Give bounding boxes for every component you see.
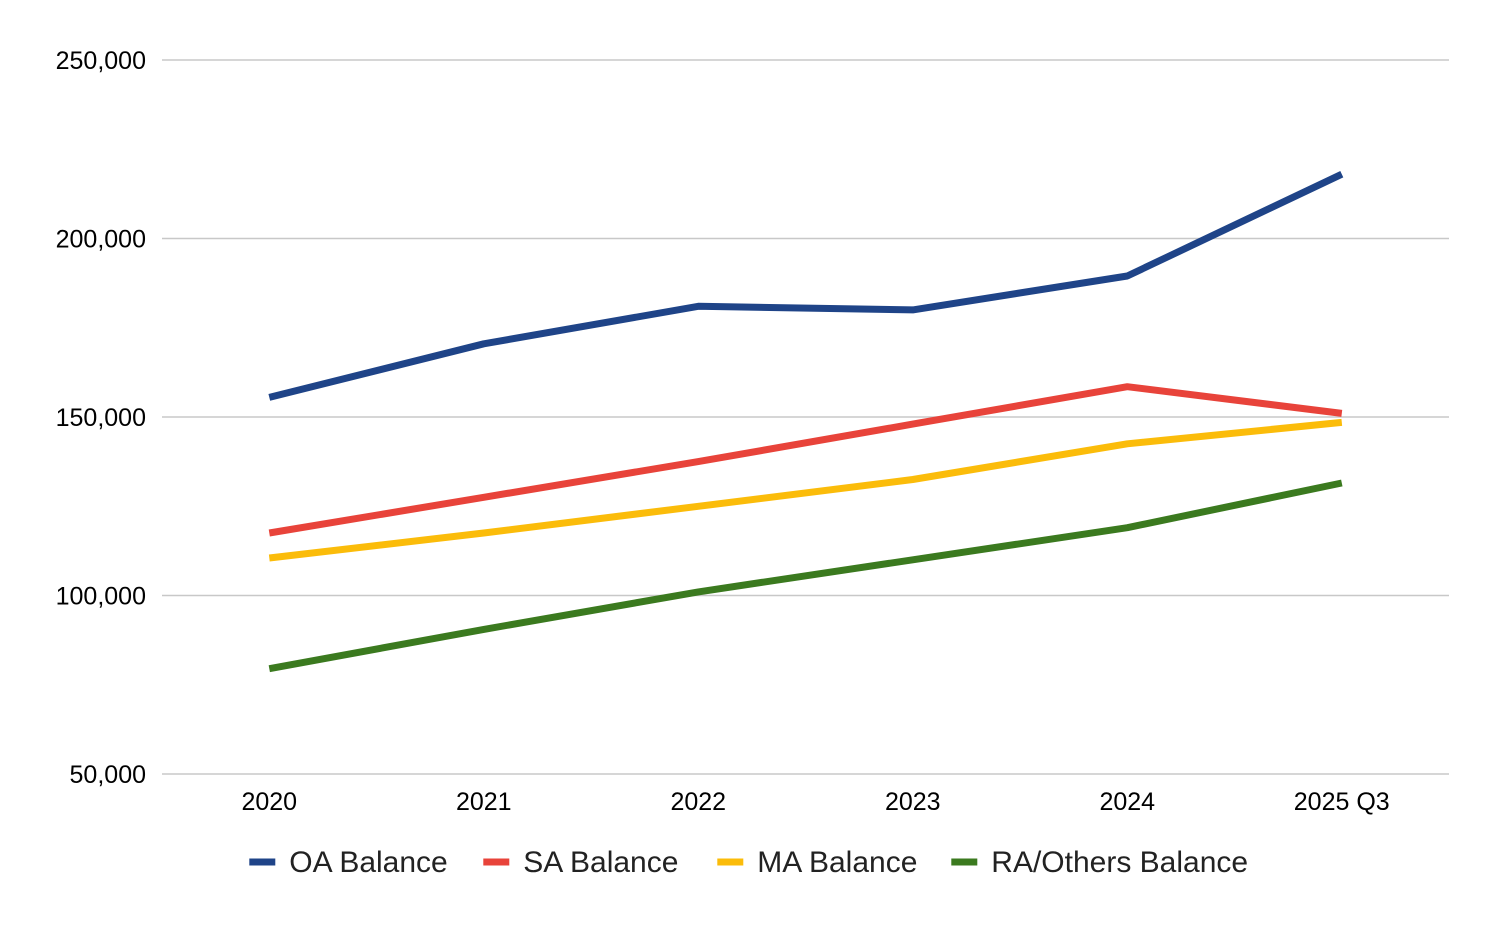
series-line-ra-others-balance — [268, 479, 1343, 673]
y-tick-label: 150,000 — [56, 404, 146, 432]
legend: OA Balance SA Balance MA Balance RA/Others … — [249, 846, 1248, 879]
y-tick-label: 100,000 — [56, 583, 146, 611]
gridlines — [162, 59, 1449, 775]
legend-label-oa-balance: OA Balance — [289, 846, 447, 879]
y-tick-label: 250,000 — [56, 47, 146, 75]
legend-label-sa-balance: SA Balance — [523, 846, 678, 879]
y-axis-ticks: 50,000 100,000 150,000 200,000 250,000 — [56, 47, 146, 789]
legend-label-ra-others-balance: RA/Others Balance — [991, 846, 1248, 879]
x-tick-label: 2021 — [456, 788, 512, 816]
x-tick-label: 2022 — [670, 788, 726, 816]
y-tick-label: 200,000 — [56, 226, 146, 254]
series-line-sa-balance — [268, 383, 1343, 537]
x-tick-label: 2024 — [1099, 788, 1155, 816]
x-tick-label: 2025 Q3 — [1294, 788, 1390, 816]
series-line-ma-balance — [268, 418, 1343, 562]
x-tick-label: 2023 — [885, 788, 941, 816]
x-tick-label: 2020 — [241, 788, 297, 816]
legend-label-ma-balance: MA Balance — [757, 846, 917, 879]
x-axis-ticks: 2020 2021 2022 2023 2024 2025 Q3 — [241, 788, 1389, 816]
y-tick-label: 50,000 — [70, 761, 146, 789]
series-lines — [268, 171, 1344, 673]
series-line-oa-balance — [268, 171, 1344, 401]
